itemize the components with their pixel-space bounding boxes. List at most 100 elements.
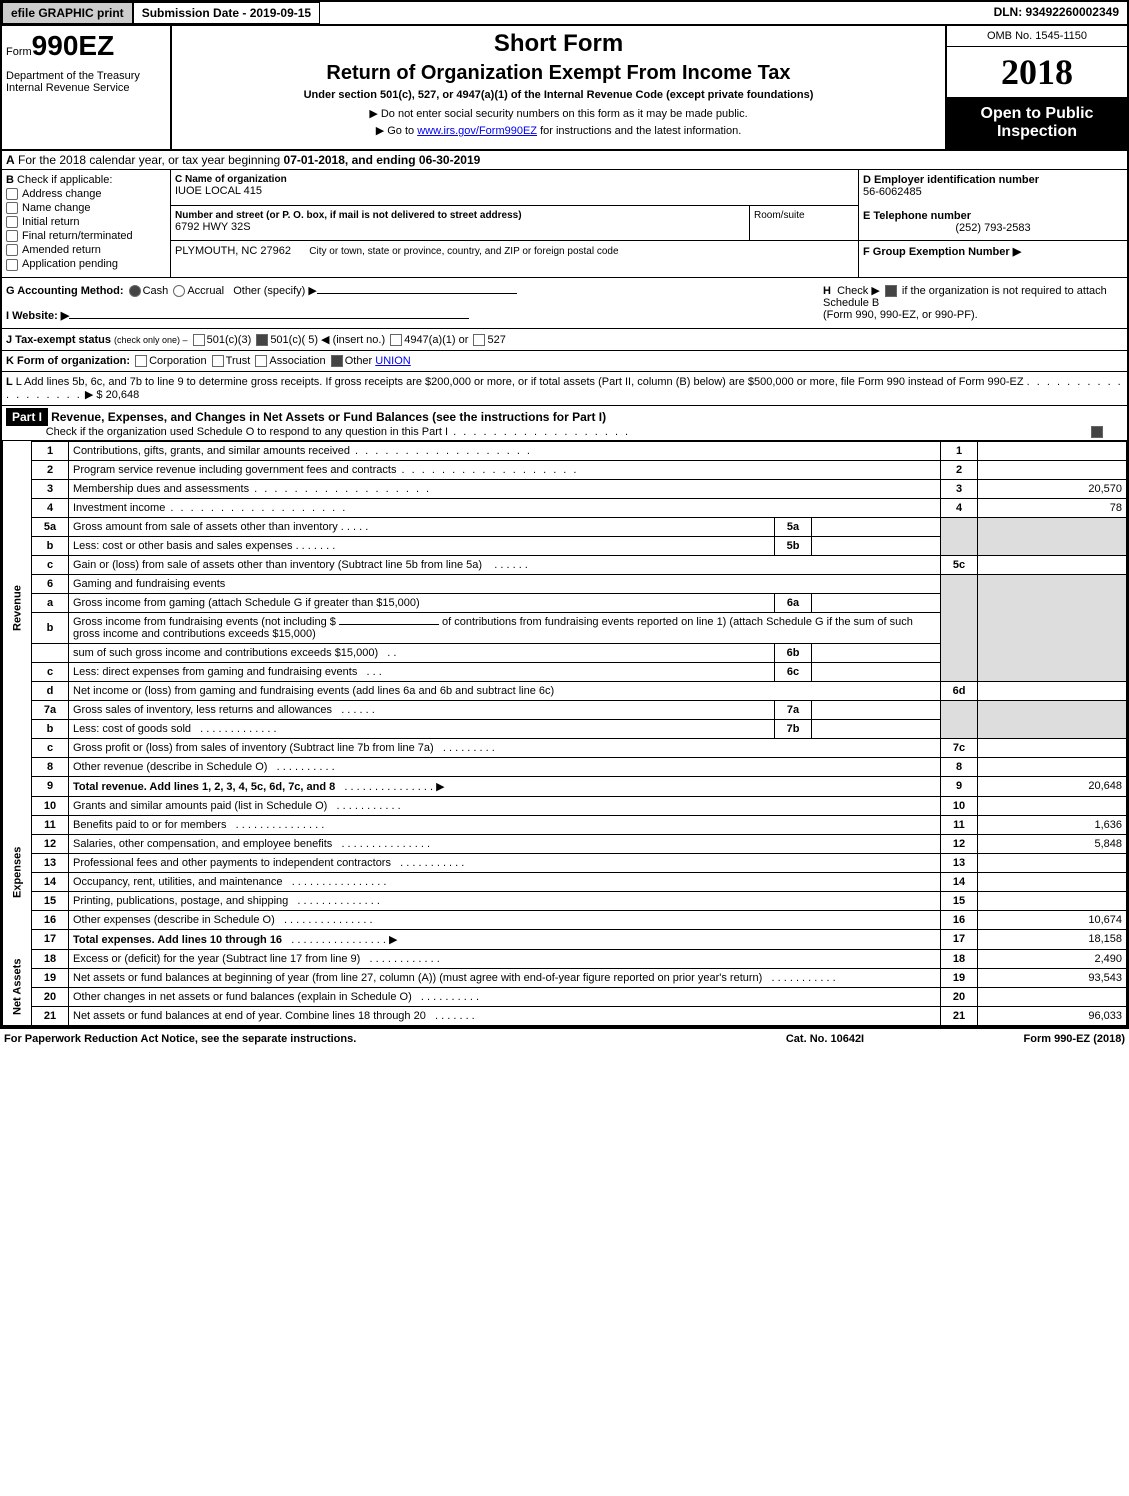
- shaded-cell: [941, 700, 978, 738]
- line-value: [978, 891, 1127, 910]
- irs-link[interactable]: www.irs.gov/Form990EZ: [417, 125, 537, 137]
- mid-num: 6c: [775, 662, 812, 681]
- form-prefix: Form: [6, 46, 32, 58]
- checkbox-527-icon[interactable]: [473, 334, 485, 346]
- line-desc: Less: cost or other basis and sales expe…: [69, 536, 775, 555]
- line-num: 5a: [32, 517, 69, 536]
- mid-value: [812, 643, 941, 662]
- net-assets-side-label: Net Assets: [3, 949, 32, 1025]
- g-other-field[interactable]: [317, 293, 517, 294]
- line-num: b: [32, 719, 69, 738]
- line-desc: Other revenue (describe in Schedule O) .…: [69, 757, 941, 776]
- check-final-return[interactable]: Final return/terminated: [6, 230, 166, 242]
- line-num: c: [32, 738, 69, 757]
- radio-cash-icon[interactable]: [129, 285, 141, 297]
- website-field[interactable]: [69, 318, 469, 319]
- line-value: 18,158: [978, 929, 1127, 949]
- shaded-cell: [978, 574, 1127, 681]
- checkbox-assoc-icon[interactable]: [255, 355, 267, 367]
- section-l-gross-receipts: L L Add lines 5b, 6c, and 7b to line 9 t…: [2, 372, 1127, 406]
- org-name: IUOE LOCAL 415: [175, 185, 854, 197]
- section-k-form-org: K Form of organization: Corporation Trus…: [2, 351, 1127, 372]
- shaded-cell: [941, 517, 978, 555]
- right-num: 21: [941, 1006, 978, 1025]
- checkbox-501c-icon[interactable]: [256, 334, 268, 346]
- checkbox-schedule-o-icon[interactable]: [1091, 426, 1103, 438]
- line-desc: Excess or (deficit) for the year (Subtra…: [69, 949, 941, 968]
- checkbox-trust-icon[interactable]: [212, 355, 224, 367]
- line-num: 12: [32, 834, 69, 853]
- fundraising-amount-field[interactable]: [339, 624, 439, 625]
- table-row: 12 Salaries, other compensation, and emp…: [3, 834, 1127, 853]
- header-center: Short Form Return of Organization Exempt…: [172, 26, 945, 149]
- check-label: Initial return: [22, 216, 79, 228]
- checkbox-4947-icon[interactable]: [390, 334, 402, 346]
- g-accrual: Accrual: [187, 285, 224, 297]
- j-detail: (check only one) –: [114, 335, 188, 345]
- checkbox-other-icon[interactable]: [331, 355, 343, 367]
- line-desc: Grants and similar amounts paid (list in…: [69, 796, 941, 815]
- checkbox-icon: [6, 216, 18, 228]
- table-row: 8 Other revenue (describe in Schedule O)…: [3, 757, 1127, 776]
- k-other-link[interactable]: UNION: [375, 355, 410, 367]
- line-desc: Total revenue. Add lines 1, 2, 3, 4, 5c,…: [69, 776, 941, 796]
- line-desc: Gaming and fundraising events: [69, 574, 941, 593]
- check-name-change[interactable]: Name change: [6, 202, 166, 214]
- shaded-cell: [941, 574, 978, 681]
- table-row: 14 Occupancy, rent, utilities, and maint…: [3, 872, 1127, 891]
- top-bar: efile GRAPHIC print Submission Date - 20…: [2, 2, 1127, 26]
- line-value: 1,636: [978, 815, 1127, 834]
- checkbox-icon: [6, 188, 18, 200]
- j-501c: 501(c)( 5) ◀ (insert no.): [270, 334, 385, 346]
- part-1-table: Revenue 1 Contributions, gifts, grants, …: [2, 441, 1127, 1026]
- table-row: 17 Total expenses. Add lines 10 through …: [3, 929, 1127, 949]
- line-value: [978, 872, 1127, 891]
- line-value: 96,033: [978, 1006, 1127, 1025]
- goto-pre: ▶ Go to: [376, 125, 417, 137]
- checkbox-schedule-b-icon[interactable]: [885, 285, 897, 297]
- check-address-change[interactable]: Address change: [6, 188, 166, 200]
- line-num: 3: [32, 479, 69, 498]
- line-num: 15: [32, 891, 69, 910]
- gh-row: G Accounting Method: Cash Accrual Other …: [2, 278, 1127, 329]
- form-num: 990EZ: [32, 30, 115, 61]
- right-num: 9: [941, 776, 978, 796]
- line-num: d: [32, 681, 69, 700]
- org-name-label: C Name of organization: [175, 174, 854, 185]
- checkbox-corp-icon[interactable]: [135, 355, 147, 367]
- omb-number: OMB No. 1545-1150: [947, 26, 1127, 47]
- expenses-side-label: Expenses: [3, 796, 32, 949]
- line-num: 7a: [32, 700, 69, 719]
- radio-accrual-icon[interactable]: [173, 285, 185, 297]
- subtitle: Under section 501(c), 527, or 4947(a)(1)…: [176, 89, 941, 101]
- ein-label: D Employer identification number: [863, 174, 1123, 186]
- section-e-phone: E Telephone number (252) 793-2583: [859, 206, 1127, 242]
- city-label: City or town, state or province, country…: [309, 246, 618, 257]
- efile-print-button[interactable]: efile GRAPHIC print: [2, 2, 133, 24]
- line-num: 18: [32, 949, 69, 968]
- table-row: c Gross profit or (loss) from sales of i…: [3, 738, 1127, 757]
- ssn-warning: ▶ Do not enter social security numbers o…: [176, 107, 941, 120]
- phone-value: (252) 793-2583: [863, 222, 1123, 234]
- checkbox-icon: [6, 202, 18, 214]
- section-h-schedule-b: H Check ▶ if the organization is not req…: [823, 284, 1123, 322]
- check-if-applicable: Check if applicable:: [17, 174, 112, 186]
- checkbox-501c3-icon[interactable]: [193, 334, 205, 346]
- section-b-checks: B Check if applicable: Address change Na…: [2, 170, 171, 277]
- l-text: L Add lines 5b, 6c, and 7b to line 9 to …: [16, 376, 1024, 388]
- line-num: 17: [32, 929, 69, 949]
- check-application-pending[interactable]: Application pending: [6, 258, 166, 270]
- j-501c3: 501(c)(3): [207, 334, 252, 346]
- tax-year: 2018: [947, 47, 1127, 97]
- table-row: 19 Net assets or fund balances at beginn…: [3, 968, 1127, 987]
- j-4947: 4947(a)(1) or: [404, 334, 468, 346]
- k-trust: Trust: [226, 355, 251, 367]
- submission-date-button[interactable]: Submission Date - 2019-09-15: [133, 2, 320, 24]
- line-num: 16: [32, 910, 69, 929]
- line-num: 19: [32, 968, 69, 987]
- line-desc: Salaries, other compensation, and employ…: [69, 834, 941, 853]
- right-num: 13: [941, 853, 978, 872]
- check-initial-return[interactable]: Initial return: [6, 216, 166, 228]
- line-num: 1: [32, 441, 69, 460]
- check-amended-return[interactable]: Amended return: [6, 244, 166, 256]
